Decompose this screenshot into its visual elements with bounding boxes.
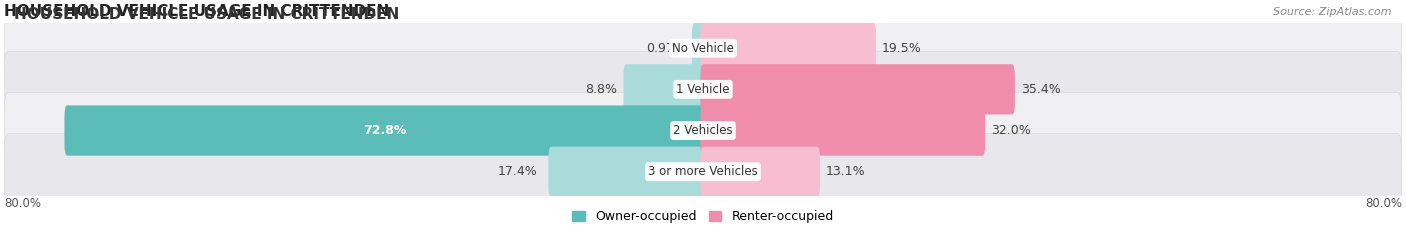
Text: 72.8%: 72.8% bbox=[363, 124, 406, 137]
FancyBboxPatch shape bbox=[623, 64, 706, 114]
Legend: Owner-occupied, Renter-occupied: Owner-occupied, Renter-occupied bbox=[568, 205, 838, 228]
FancyBboxPatch shape bbox=[65, 106, 706, 156]
Text: 8.8%: 8.8% bbox=[585, 83, 617, 96]
FancyBboxPatch shape bbox=[4, 51, 1402, 128]
Text: No Vehicle: No Vehicle bbox=[672, 42, 734, 55]
Text: 1 Vehicle: 1 Vehicle bbox=[676, 83, 730, 96]
Text: 32.0%: 32.0% bbox=[991, 124, 1031, 137]
Text: 2 Vehicles: 2 Vehicles bbox=[673, 124, 733, 137]
FancyBboxPatch shape bbox=[548, 147, 706, 197]
FancyBboxPatch shape bbox=[700, 106, 986, 156]
Text: HOUSEHOLD VEHICLE USAGE IN CRITTENDEN: HOUSEHOLD VEHICLE USAGE IN CRITTENDEN bbox=[4, 4, 389, 19]
FancyBboxPatch shape bbox=[692, 23, 706, 73]
Text: 19.5%: 19.5% bbox=[882, 42, 922, 55]
FancyBboxPatch shape bbox=[700, 23, 876, 73]
Text: 17.4%: 17.4% bbox=[498, 165, 538, 178]
FancyBboxPatch shape bbox=[4, 134, 1402, 210]
FancyBboxPatch shape bbox=[700, 64, 1015, 114]
Text: 80.0%: 80.0% bbox=[4, 197, 41, 210]
FancyBboxPatch shape bbox=[4, 92, 1402, 169]
Text: 3 or more Vehicles: 3 or more Vehicles bbox=[648, 165, 758, 178]
Text: 13.1%: 13.1% bbox=[827, 165, 866, 178]
FancyBboxPatch shape bbox=[4, 10, 1402, 86]
Text: Source: ZipAtlas.com: Source: ZipAtlas.com bbox=[1274, 7, 1392, 17]
FancyBboxPatch shape bbox=[700, 147, 820, 197]
Text: 35.4%: 35.4% bbox=[1021, 83, 1060, 96]
Text: HOUSEHOLD VEHICLE USAGE IN CRITTENDEN: HOUSEHOLD VEHICLE USAGE IN CRITTENDEN bbox=[14, 7, 399, 22]
Text: 80.0%: 80.0% bbox=[1365, 197, 1402, 210]
Text: 0.97%: 0.97% bbox=[645, 42, 686, 55]
